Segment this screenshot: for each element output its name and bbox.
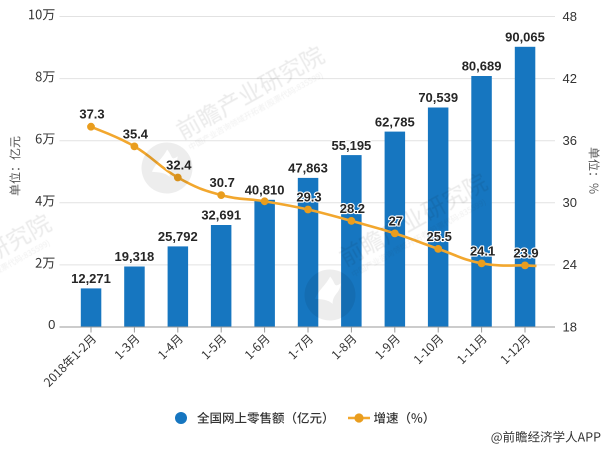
svg-text:29.3: 29.3: [296, 190, 321, 205]
svg-text:25.5: 25.5: [427, 229, 452, 244]
svg-text:40,810: 40,810: [245, 183, 285, 198]
svg-text:55,195: 55,195: [332, 138, 372, 153]
svg-text:62,785: 62,785: [375, 114, 415, 129]
svg-text:12,271: 12,271: [71, 271, 111, 286]
svg-text:30: 30: [563, 195, 577, 210]
svg-text:23.9: 23.9: [513, 245, 538, 260]
svg-text:90,065: 90,065: [505, 30, 545, 45]
svg-text:32.4: 32.4: [166, 158, 192, 173]
svg-text:35.4: 35.4: [123, 126, 149, 141]
svg-text:24.1: 24.1: [470, 243, 495, 258]
svg-text:0: 0: [48, 317, 55, 332]
svg-text:36: 36: [563, 133, 577, 148]
svg-text:19,318: 19,318: [115, 249, 155, 264]
svg-text:24: 24: [563, 257, 577, 272]
svg-text:28.2: 28.2: [340, 201, 365, 216]
svg-text:70,539: 70,539: [418, 90, 458, 105]
svg-text:47,863: 47,863: [288, 161, 328, 176]
svg-text:42: 42: [563, 71, 577, 86]
svg-text:18: 18: [563, 319, 577, 334]
svg-text:37.3: 37.3: [79, 107, 104, 122]
svg-text:30.7: 30.7: [210, 175, 235, 190]
svg-text:25,792: 25,792: [158, 229, 198, 244]
svg-text:32,691: 32,691: [201, 208, 241, 223]
svg-text:48: 48: [563, 9, 577, 24]
svg-text:80,689: 80,689: [462, 59, 502, 74]
